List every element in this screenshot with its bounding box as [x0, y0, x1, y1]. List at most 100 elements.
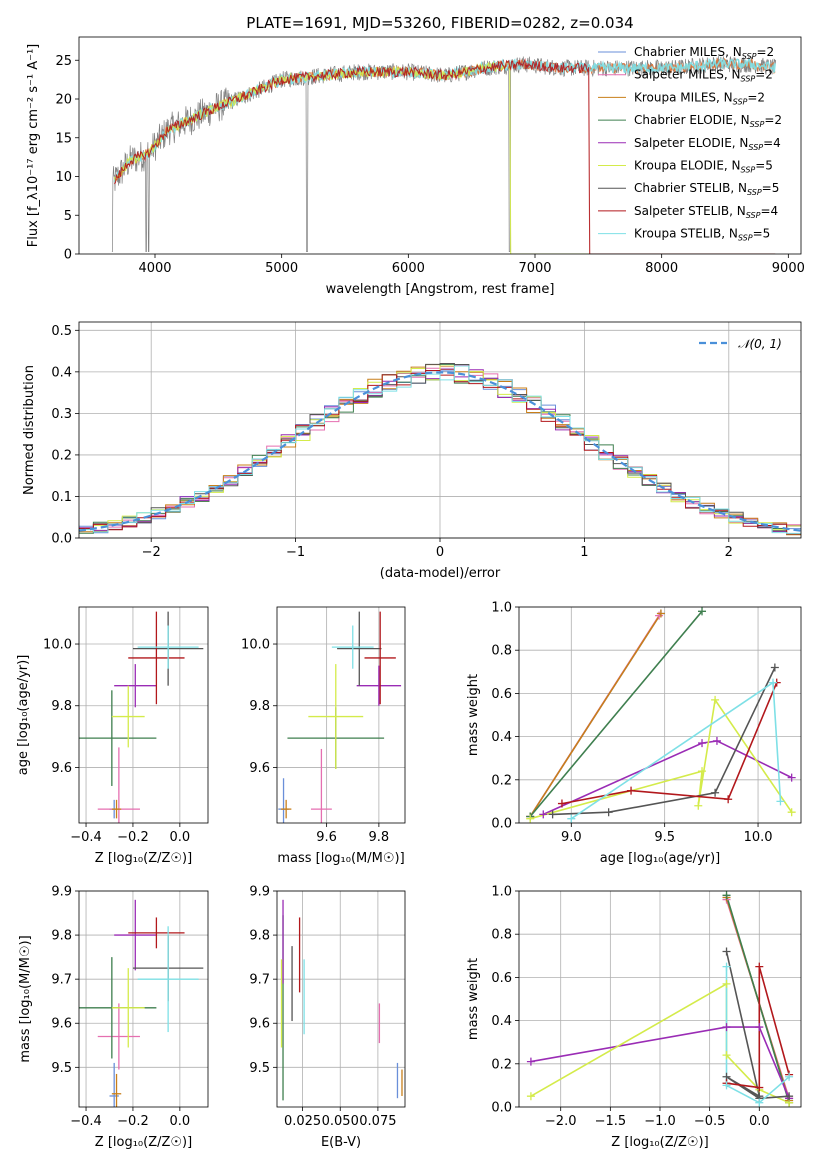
legend-entry-label: Chabrier STELIB, NSSP=5 [634, 181, 779, 197]
y-tick-label: 0.4 [491, 1014, 512, 1029]
spectrum-panel: 4000 5000 6000 7000 8000 9000 0 5 10 15 20 25 wavele… [26, 36, 805, 297]
weight-point-marker [770, 663, 779, 672]
weight-point-marker [604, 808, 613, 817]
weight-point-marker [711, 788, 720, 797]
y-tick-label: 9.7 [51, 973, 72, 988]
y-tick-label: 0.1 [51, 490, 72, 505]
weight-point-marker [722, 1081, 731, 1090]
y-tick-label: 0.0 [491, 817, 512, 832]
plot-area [280, 899, 403, 1101]
weight-series-line [552, 667, 776, 816]
weight-point-marker [627, 786, 636, 795]
x-tick-label: 6000 [392, 261, 425, 276]
mass-vs-ebv-panel: 0.025 0.050 0.075 9.5 9.6 9.7 9.8 9.9 E(B-V) [249, 885, 406, 1150]
axes-frame [78, 890, 209, 1108]
weight-point-marker [722, 947, 731, 956]
mass-vs-z-panel: −0.4 −0.2 0.0 9.5 9.6 9.7 9.8 9.9 Z [log₁₀(Z/Z☉)… [18, 885, 209, 1150]
x-tick-label: −2 [142, 545, 161, 560]
x-axis-label: mass [log₁₀(M/M☉)] [277, 851, 404, 866]
y-tick-label: 10.0 [241, 638, 270, 653]
y-tick-label: 1.0 [491, 885, 512, 900]
legend-entry-label: Chabrier ELODIE, NSSP=2 [634, 113, 782, 129]
model-spectrum-line [114, 58, 776, 254]
x-tick-label: −0.2 [117, 1114, 149, 1129]
weight-point-marker [724, 795, 733, 804]
y-tick-label: 0.4 [491, 730, 512, 745]
x-tick-label: 4000 [138, 261, 171, 276]
x-tick-label: 8000 [645, 261, 678, 276]
x-tick-label: −1 [286, 545, 305, 560]
plot-area [111, 55, 777, 254]
y-tick-label: 9.6 [249, 761, 270, 776]
x-tick-label: 0.0 [170, 830, 191, 845]
x-tick-label: 0 [436, 545, 444, 560]
weight-point-marker [656, 609, 665, 618]
observed-spectrum [111, 55, 777, 253]
weight-point-marker [698, 607, 707, 616]
weight-series-line [725, 895, 790, 1103]
y-tick-label: 0.4 [51, 365, 72, 380]
y-tick-label: 9.8 [51, 929, 72, 944]
x-axis-label: (data-model)/error [380, 566, 501, 581]
residuals-panel: −2 −1 0 1 2 0.0 0.1 0.2 0.3 0.4 0.5 (data-model)/er… [22, 321, 802, 581]
x-tick-label: 9.6 [316, 830, 337, 845]
y-tick-label: 9.8 [249, 929, 270, 944]
x-tick-label: −2.0 [545, 1114, 577, 1129]
y-tick-label: 10.0 [43, 638, 72, 653]
axes-frame [518, 606, 802, 824]
weight-point-marker [567, 814, 576, 823]
weight-point-marker [722, 891, 731, 900]
x-tick-label: 9.8 [369, 830, 390, 845]
weight-point-marker [755, 962, 764, 971]
weight-point-marker [755, 1083, 764, 1092]
y-tick-label: 9.8 [51, 699, 72, 714]
histogram-series [79, 365, 801, 534]
axes-frame [78, 321, 802, 539]
x-tick-label: −1.5 [595, 1114, 627, 1129]
y-axis-label: mass [log₁₀(M/M☉)] [18, 935, 33, 1062]
x-tick-label: 9.0 [561, 830, 582, 845]
figure-title: PLATE=1691, MJD=53260, FIBERID=0282, z=0… [246, 14, 633, 32]
plot-area [79, 363, 801, 536]
x-axis-label: wavelength [Angstrom, rest frame] [326, 282, 555, 297]
plot-area [79, 899, 204, 1107]
weight-point-marker [557, 799, 566, 808]
weight-point-marker [548, 810, 557, 819]
weight-point-marker [698, 767, 707, 776]
x-tick-label: 1 [580, 545, 588, 560]
legend-entry-label: Chabrier MILES, NSSP=2 [634, 45, 774, 61]
legend-entry-label: 𝒩(0, 1) [738, 337, 782, 351]
weight-point-marker [722, 962, 731, 971]
axes-frame [518, 890, 802, 1108]
x-tick-label: 0.025 [284, 1114, 321, 1129]
age-vs-mass-panel: 9.6 9.8 9.6 9.8 10.0 mass [log₁₀(M/M☉)] [241, 606, 406, 866]
x-tick-label: 2 [725, 545, 733, 560]
y-axis-label: Normed distribution [22, 365, 37, 495]
x-tick-label: −1.0 [644, 1114, 676, 1129]
x-tick-label: 5000 [265, 261, 298, 276]
plot-area [529, 610, 793, 820]
x-tick-label: −0.5 [694, 1114, 726, 1129]
x-axis-label: age [log₁₀(age/yr)] [600, 851, 721, 866]
y-tick-label: 20 [55, 93, 72, 108]
x-axis-label: Z [log₁₀(Z/Z☉)] [95, 1135, 192, 1150]
y-tick-label: 0 [64, 248, 72, 263]
y-tick-label: 9.5 [249, 1061, 270, 1076]
y-tick-label: 0.6 [491, 971, 512, 986]
legend-entry-label: Salpeter MILES, NSSP=2 [634, 68, 773, 84]
weight-point-marker [776, 797, 785, 806]
weight-series-line [529, 613, 662, 817]
weight-vs-z-panel: −2.0 −1.5 −1.0 −0.5 0.0 0.0 0.2 0.4 0.6 0.8 1.0 Z [… [466, 885, 802, 1150]
y-tick-label: 0.0 [491, 1101, 512, 1116]
gaussian-curve [79, 371, 801, 532]
y-tick-label: 5 [64, 209, 72, 224]
plot-area [79, 611, 204, 823]
x-tick-label: −0.2 [117, 830, 149, 845]
x-axis-label: Z [log₁₀(Z/Z☉)] [95, 851, 192, 866]
axes-frame [78, 606, 209, 824]
y-axis-label: mass weight [466, 958, 481, 1040]
weight-vs-age-panel: 9.0 9.5 10.0 0.0 0.2 0.4 0.6 0.8 1.0 age [log₁₀(a… [466, 601, 802, 866]
age-vs-z-panel: −0.4 −0.2 0.0 9.6 9.8 10.0 Z [log₁₀(Z/Z☉)] age … [16, 606, 209, 866]
y-tick-label: 9.9 [249, 885, 270, 900]
